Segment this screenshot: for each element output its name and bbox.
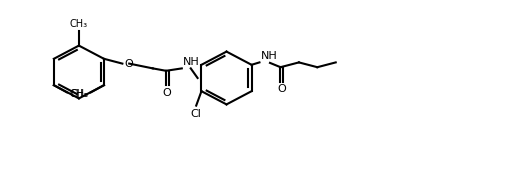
Text: O: O: [163, 88, 171, 98]
Text: NH: NH: [183, 57, 199, 67]
Text: NH: NH: [260, 51, 277, 61]
Text: Cl: Cl: [191, 109, 201, 119]
Text: CH₃: CH₃: [70, 19, 88, 29]
Text: CH₃: CH₃: [69, 89, 88, 99]
Text: O: O: [124, 59, 133, 69]
Text: O: O: [277, 84, 286, 94]
Text: CH₃: CH₃: [70, 89, 88, 99]
